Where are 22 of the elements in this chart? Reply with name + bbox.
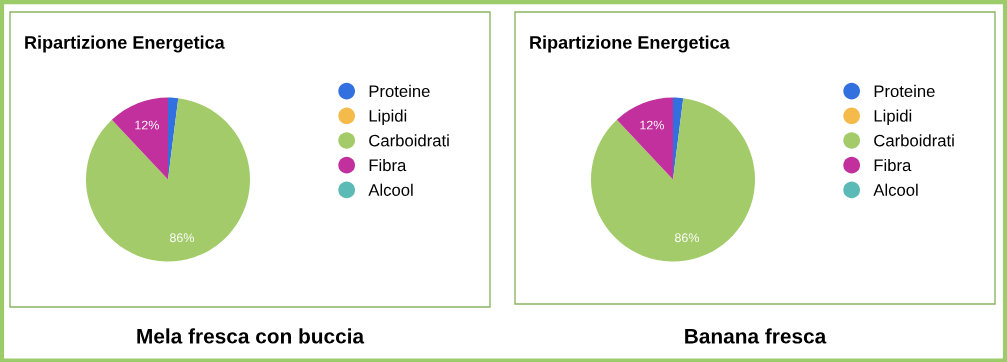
legend-label: Proteine xyxy=(874,84,935,98)
pie-slice xyxy=(591,98,755,262)
legend-label: Lipidi xyxy=(369,109,407,126)
legend-label: Carboidrati xyxy=(369,134,449,147)
chart-title: Ripartizione Energetica xyxy=(25,35,225,53)
chart-title: Ripartizione Energetica xyxy=(530,35,730,53)
pie-slice xyxy=(616,97,673,180)
legend-label: Lipidi xyxy=(874,109,912,126)
legend-label: Alcool xyxy=(873,183,918,196)
legend-label: Carboidrati xyxy=(874,134,954,147)
legend-label: Fibra xyxy=(369,158,407,172)
data-label: 12% xyxy=(135,120,159,130)
text: Banana fresca xyxy=(685,328,827,344)
legend-label: Fibra xyxy=(874,158,912,172)
legend-label: Proteine xyxy=(369,84,430,98)
data-label: 86% xyxy=(169,233,194,243)
legend-label: Alcool xyxy=(368,183,413,196)
data-label: 86% xyxy=(674,233,699,243)
pie-slice xyxy=(86,98,250,262)
data-label: 12% xyxy=(640,120,664,130)
text: Mela fresca con buccia xyxy=(137,328,365,344)
pie-slice xyxy=(111,97,168,180)
